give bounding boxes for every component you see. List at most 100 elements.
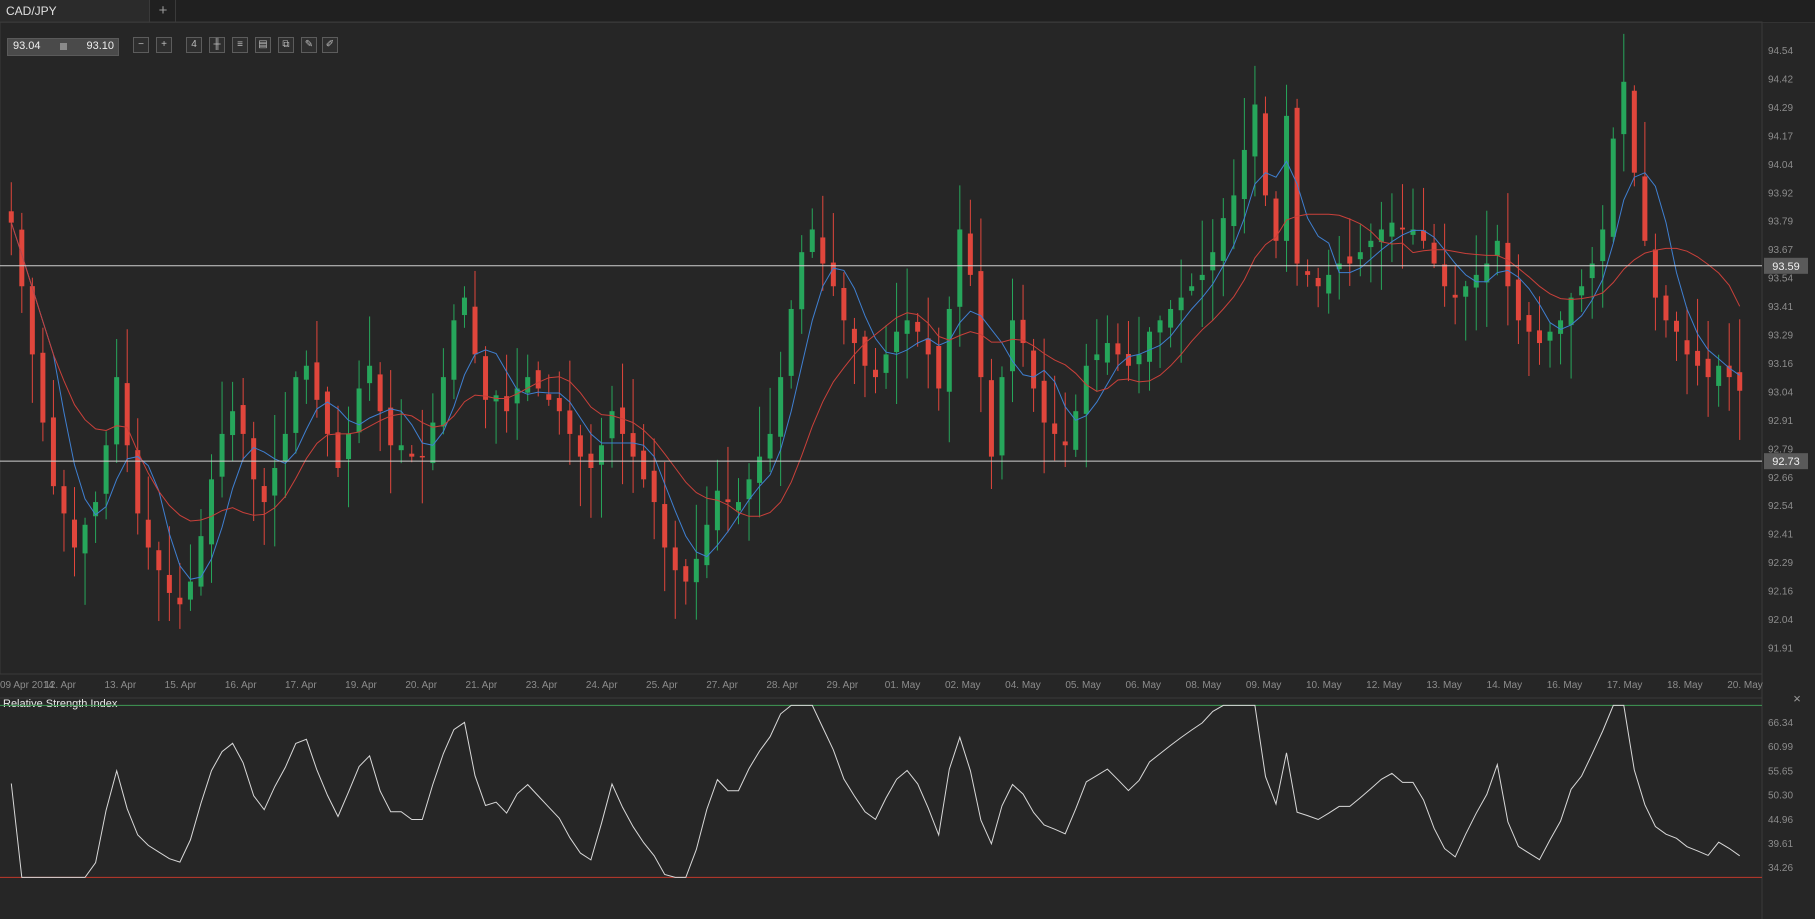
y-tick-label: 93.92 (1768, 188, 1793, 199)
candle-body (1157, 320, 1163, 333)
candle-body (1589, 263, 1595, 279)
y-tick-label: 92.41 (1768, 530, 1793, 541)
candle-body (230, 411, 236, 436)
candle-body (1526, 315, 1532, 332)
y-tick-label: 92.91 (1768, 416, 1793, 427)
x-tick-label: 29. Apr (827, 680, 859, 691)
candle-body (799, 252, 805, 310)
candle-body (82, 524, 88, 554)
candle-body (514, 388, 520, 404)
y-tick-label: 93.54 (1768, 274, 1793, 285)
candle-body (778, 377, 784, 437)
candle-body (620, 407, 626, 434)
candle-body (1315, 278, 1321, 287)
x-tick-label: 20. Apr (405, 680, 437, 691)
main-plot-frame (0, 21, 1763, 675)
candle-body (1673, 320, 1679, 332)
x-tick-label: 05. May (1065, 680, 1101, 691)
candle-body (1399, 227, 1405, 230)
candle-body (1463, 286, 1469, 297)
candle-body (61, 486, 67, 514)
timeframe-button[interactable]: 4 (186, 37, 202, 53)
candle-body (546, 394, 552, 400)
x-tick-label: 21. Apr (466, 680, 498, 691)
candle-body (1357, 252, 1363, 260)
objects-button[interactable]: ⧉ (278, 37, 294, 53)
candle-body (1178, 297, 1184, 311)
rsi-y-tick-label: 66.34 (1768, 718, 1793, 729)
candle-body (1705, 358, 1711, 378)
candle-body (820, 237, 826, 264)
candle-body (1231, 195, 1237, 227)
level-label-bg (1764, 453, 1808, 470)
x-tick-label: 19. Apr (345, 680, 377, 691)
candle-body (1168, 308, 1174, 328)
candle-body (1505, 242, 1511, 287)
candle-body (936, 345, 942, 389)
candle-body (1536, 330, 1542, 344)
candle-body (440, 377, 446, 427)
candle-body (693, 558, 699, 583)
rsi-close-icon[interactable]: × (1793, 691, 1801, 706)
x-tick-label: 27. Apr (706, 680, 738, 691)
y-tick-label: 92.16 (1768, 587, 1793, 598)
zoom-in-button[interactable]: + (156, 37, 172, 53)
ask-price: 93.10 (86, 40, 114, 52)
candle-body (1115, 343, 1121, 355)
x-tick-label: 01. May (885, 680, 921, 691)
candle-body (261, 486, 267, 503)
ma-fast-line (10, 160, 1740, 580)
candle-body (672, 547, 678, 571)
candle-body (767, 433, 773, 459)
y-tick-label: 94.54 (1768, 46, 1793, 57)
candle-body (1073, 411, 1079, 450)
candle-body (124, 383, 130, 446)
candle-body (251, 438, 257, 480)
chart-type-button[interactable]: ╫ (209, 37, 225, 53)
candle-body (1389, 222, 1395, 237)
candle-body (335, 432, 341, 468)
zoom-out-button[interactable]: − (133, 37, 149, 53)
templates-button[interactable]: ▤ (255, 37, 271, 53)
x-tick-label: 16. May (1547, 680, 1583, 691)
rsi-y-tick-label: 44.96 (1768, 815, 1793, 826)
candle-body (894, 331, 900, 353)
y-tick-label: 94.17 (1768, 131, 1793, 142)
add-tab-button[interactable]: + (151, 0, 176, 22)
candle-body (1220, 218, 1226, 261)
draw-button[interactable]: ✐ (322, 37, 338, 53)
candle-body (198, 536, 204, 587)
candle-body (1642, 176, 1648, 241)
tab-cadjpy[interactable]: CAD/JPY (0, 0, 150, 22)
candle-body (72, 519, 78, 548)
candle-body (1210, 252, 1216, 271)
candle-body (367, 365, 373, 384)
candle-body (303, 365, 309, 380)
candle-body (1199, 274, 1205, 281)
candle-body (915, 321, 921, 332)
edit-button[interactable]: ✎ (301, 37, 317, 53)
candle-body (1515, 279, 1521, 321)
candle-body (272, 467, 278, 496)
candle-body (704, 524, 710, 566)
candle-body (1494, 240, 1500, 256)
x-tick-label: 09. May (1246, 680, 1282, 691)
candle-body (1368, 240, 1374, 248)
indicators-button[interactable]: ≡ (232, 37, 248, 53)
candle-body (1041, 380, 1047, 423)
candle-body (177, 597, 183, 605)
candle-body (1716, 365, 1722, 386)
candle-body (1558, 320, 1564, 334)
candle-body (883, 354, 889, 373)
level-label: 92.73 (1772, 456, 1800, 468)
ma-slow-line (10, 213, 1741, 522)
y-tick-label: 93.16 (1768, 359, 1793, 370)
candle-body (187, 581, 193, 600)
candle-body (862, 336, 868, 366)
y-tick-label: 93.29 (1768, 331, 1793, 342)
candle-body (598, 445, 604, 465)
candle-body (1284, 115, 1290, 241)
y-tick-label: 93.79 (1768, 217, 1793, 228)
candle-body (1726, 365, 1732, 378)
